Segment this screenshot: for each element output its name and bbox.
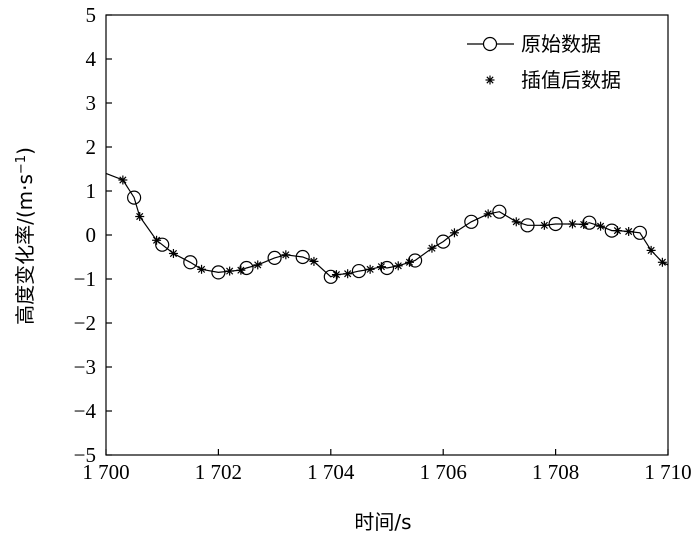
interpolated-point-25 [624, 226, 634, 236]
y-axis-title-close: ) [13, 147, 37, 155]
y-tick-label-4: 1 [86, 179, 97, 203]
interpolated-point-8 [281, 250, 291, 260]
interpolated-point-20 [539, 220, 549, 230]
original-point-12 [464, 214, 479, 229]
interpolated-point-6 [236, 265, 246, 275]
legend: 原始数据 插值后数据 [467, 32, 621, 92]
interpolated-point-24 [612, 226, 622, 236]
legend-marker-original [482, 36, 498, 52]
interpolated-point-5 [225, 266, 235, 276]
original-point-6 [295, 249, 310, 265]
interpolated-point-18 [483, 209, 493, 219]
interpolated-point-15 [404, 257, 414, 267]
original-point-1 [155, 237, 170, 252]
y-tick-label-0: 5 [86, 3, 97, 27]
asterisk-points [118, 175, 667, 280]
interpolated-point-22 [579, 219, 589, 229]
x-axis-title: 时间/s [354, 510, 411, 534]
interpolated-point-10 [331, 270, 341, 280]
y-axis-title: 高度变化率/(m·s−1) [13, 147, 37, 325]
original-point-16 [582, 215, 597, 230]
interpolated-point-13 [376, 262, 386, 272]
x-tick-label-1: 1 702 [195, 460, 242, 484]
x-tick-label-3: 1 706 [420, 460, 467, 484]
y-axis-title-superscript: −1 [14, 155, 29, 174]
y-tick-label-8: −3 [74, 355, 96, 379]
legend-label-original: 原始数据 [521, 32, 601, 56]
original-point-2 [183, 255, 198, 270]
original-point-11 [436, 234, 451, 249]
y-tick-label-10: −5 [74, 443, 96, 467]
y-axis-title-main: 高度变化率/(m·s [13, 174, 37, 325]
interpolated-point-21 [567, 219, 577, 229]
original-point-4 [239, 260, 254, 276]
original-point-8 [351, 263, 366, 279]
interpolated-point-1 [135, 212, 145, 222]
interpolated-point-23 [596, 221, 606, 231]
x-tick-label-2: 1 704 [307, 460, 355, 484]
y-axis: 5 4 3 2 1 0 −1 −2 −3 −4 −5 [74, 3, 112, 467]
original-point-18 [632, 225, 648, 240]
interpolated-point-4 [197, 264, 207, 274]
legend-label-interpolated: 插值后数据 [521, 68, 621, 92]
original-point-7 [323, 269, 338, 284]
interpolated-point-3 [168, 248, 178, 258]
y-tick-label-1: 4 [86, 47, 97, 71]
y-tick-label-6: −1 [74, 267, 96, 291]
interpolated-point-2 [152, 235, 162, 245]
original-point-3 [211, 265, 226, 280]
x-tick-label-4: 1 708 [532, 460, 579, 484]
interpolated-point-19 [511, 217, 521, 227]
y-tick-label-2: 3 [86, 91, 97, 115]
interpolated-point-9 [309, 256, 319, 266]
original-point-5 [267, 250, 282, 265]
x-axis: 1 700 1 702 1 704 1 706 1 708 1 710 [82, 449, 692, 484]
original-point-0 [127, 190, 142, 205]
original-point-15 [548, 216, 563, 232]
interpolated-point-0 [118, 175, 128, 185]
legend-marker-interpolated [485, 75, 495, 85]
interpolated-point-17 [449, 228, 459, 238]
y-tick-label-3: 2 [86, 135, 97, 159]
y-tick-label-5: 0 [86, 223, 97, 247]
y-tick-label-9: −4 [74, 399, 97, 423]
interpolated-point-14 [393, 261, 403, 271]
y-tick-label-7: −2 [74, 311, 96, 335]
x-tick-label-5: 1 710 [644, 460, 691, 484]
interpolated-point-26 [646, 245, 656, 255]
original-point-10 [408, 253, 423, 268]
interpolated-point-7 [253, 260, 263, 270]
original-point-14 [520, 218, 535, 233]
interpolated-point-27 [657, 257, 667, 267]
interpolated-point-16 [427, 243, 437, 253]
interpolated-point-11 [343, 269, 353, 279]
x-tick-label-0: 1 700 [82, 460, 129, 484]
interpolated-point-12 [365, 264, 375, 274]
original-point-13 [492, 204, 507, 219]
